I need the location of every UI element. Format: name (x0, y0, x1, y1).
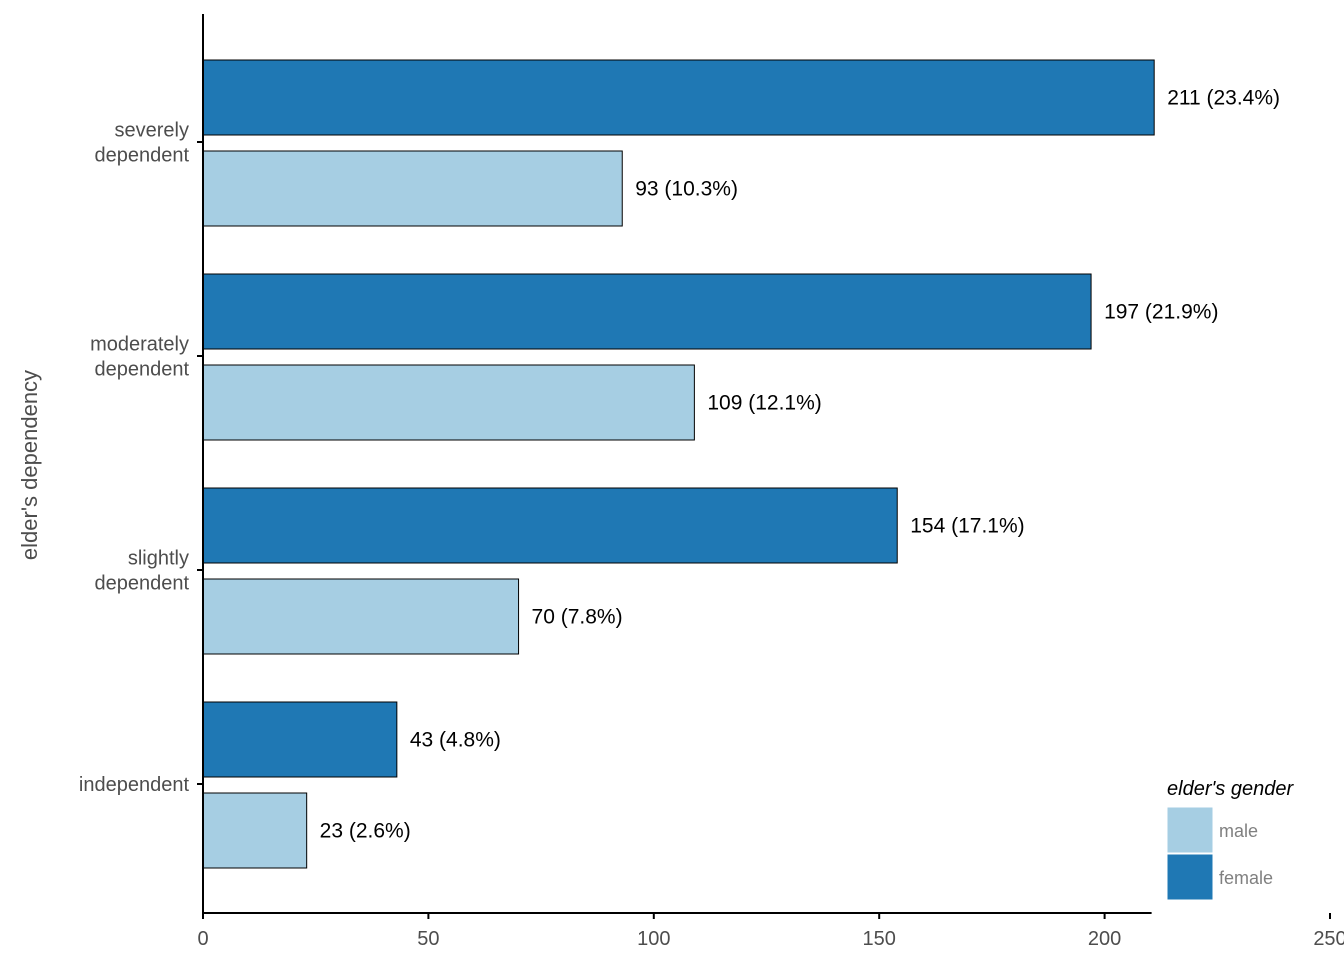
legend-label-male: male (1219, 821, 1258, 841)
data-label-female-moderately-dependent: 197 (21.9%) (1104, 301, 1218, 324)
bars-group (202, 59, 1155, 869)
data-label-male-moderately-dependent: 109 (12.1%) (707, 392, 821, 415)
bar-male-severely-dependent (202, 150, 623, 227)
legend-title: elder's gender (1167, 778, 1294, 800)
data-label-male-severely-dependent: 93 (10.3%) (635, 178, 738, 201)
data-label-female-independent: 43 (4.8%) (410, 729, 501, 752)
x-axis-ticks: 0 50 100 150 200 250 (197, 913, 1344, 950)
bar-male-slightly-dependent (202, 578, 520, 655)
y-tick-label: slightly dependent (94, 548, 189, 595)
y-tick-label: independent (79, 774, 190, 796)
x-tick-label: 200 (1088, 928, 1121, 950)
y-axis-ticks: independent slightly dependent moderately de… (79, 120, 203, 796)
x-tick-label: 0 (197, 928, 208, 950)
bar-male-moderately-dependent (202, 364, 695, 441)
bar-female-slightly-dependent (202, 487, 898, 564)
legend-key-female (1166, 853, 1214, 901)
x-tick-label: 50 (417, 928, 439, 950)
y-tick-label: severely dependent (94, 120, 189, 167)
y-tick-label: moderately dependent (90, 334, 189, 381)
legend-key-male (1166, 806, 1214, 854)
y-axis-title: elder's dependency (17, 370, 42, 560)
bar-male-independent (202, 792, 308, 869)
data-labels-group: 43 (4.8%) 23 (2.6%) 154 (17.1%) 70 (7.8%) 19… (320, 87, 1280, 843)
x-tick-label: 250 (1313, 928, 1344, 950)
data-label-male-independent: 23 (2.6%) (320, 820, 411, 843)
data-label-female-severely-dependent: 211 (23.4%) (1167, 87, 1280, 110)
data-label-male-slightly-dependent: 70 (7.8%) (532, 606, 623, 629)
x-tick-label: 150 (863, 928, 896, 950)
bar-female-severely-dependent (202, 59, 1155, 136)
legend-label-female: female (1219, 868, 1273, 888)
bar-female-moderately-dependent (202, 273, 1092, 350)
data-label-female-slightly-dependent: 154 (17.1%) (910, 515, 1024, 538)
bar-female-independent (202, 701, 398, 778)
legend: elder's gender male female (1166, 778, 1294, 901)
x-tick-label: 100 (637, 928, 670, 950)
